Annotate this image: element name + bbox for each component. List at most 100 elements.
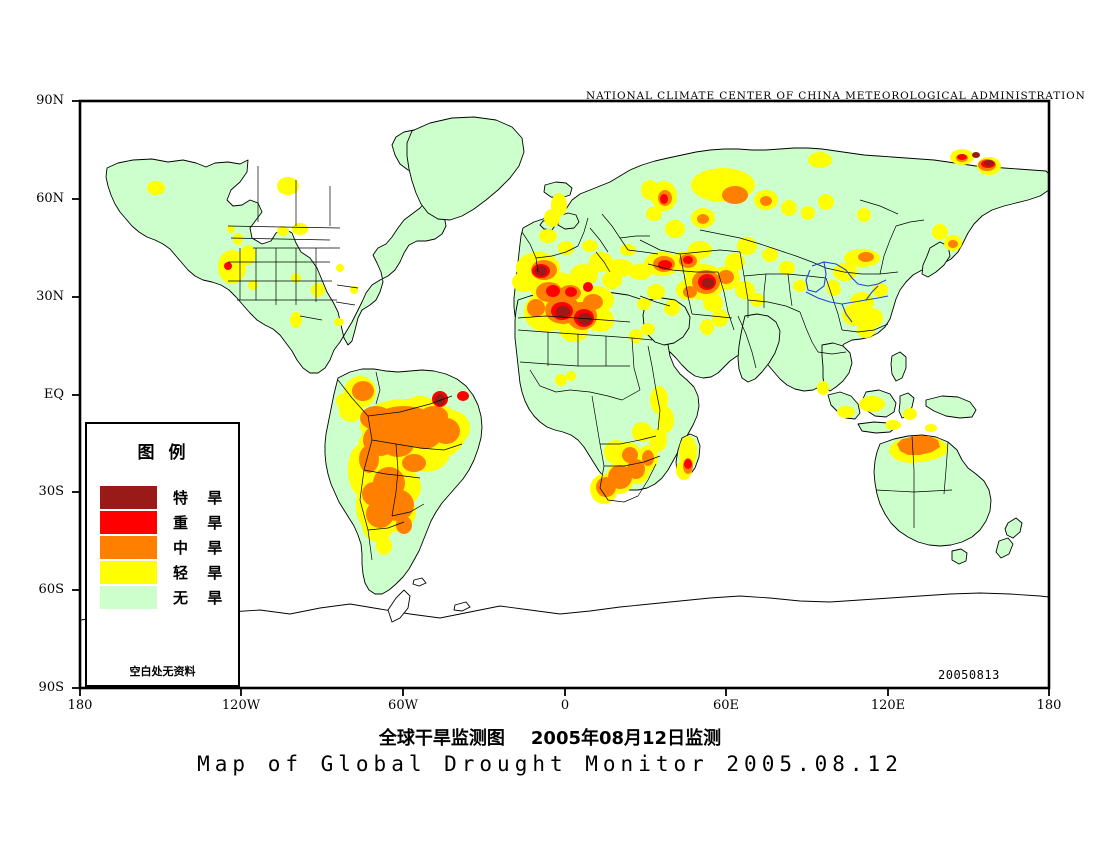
border-line [647,263,718,273]
border-line [529,369,571,393]
legend-swatch-extreme [100,486,157,509]
credit-line-english: NATIONAL CLIMATE CENTER OF CHINA METEORO… [586,90,1086,102]
drought-patch-australia-core [897,436,940,455]
border-line [737,315,757,369]
drought-patch [664,300,680,316]
river-yellow-river-loop [805,261,827,293]
country-borders-layer [227,166,953,561]
x-tick-label-120e: 120E [870,698,906,713]
drought-patch [556,306,570,318]
drought-patch [336,393,352,409]
y-tick-label-eq: EQ [43,387,64,402]
drought-patch [793,280,807,292]
legend-item-severe: 重 旱 [100,510,238,535]
drought-patch [857,208,871,222]
border-line [521,231,539,273]
legend-label-severe: 重 旱 [173,514,230,532]
border-line [599,465,639,503]
drought-patch [650,386,668,414]
southern-islands-layer [387,577,471,623]
drought-patch [972,152,980,158]
legend-label-moderate: 中 旱 [173,539,230,557]
border-line [627,249,659,255]
drought-patch [366,500,394,528]
legend-swatch-none [100,586,157,609]
drought-patch [658,407,674,433]
drought-patch [566,371,576,381]
drought-patch [535,266,547,276]
drought-patch [402,454,426,472]
border-line [875,489,953,493]
legend-label-extreme: 特 旱 [173,489,230,507]
drought-patch [957,154,967,160]
drought-patch [360,406,392,430]
drought-patch [684,459,692,469]
drought-patch [817,381,829,395]
drought-patch [606,259,634,277]
border-line [335,301,356,306]
title-chinese-main: 全球干旱监测图 [378,728,505,749]
map-content-layer [80,116,1049,688]
land-antarctica [80,592,1049,688]
legend-items: 特 旱 重 旱 中 旱 轻 旱 无 旱 [87,485,238,610]
border-line [569,389,623,401]
border-line [699,229,827,269]
drought-patch [647,284,665,300]
x-tick-label-60w: 60W [388,698,418,713]
drought-patch [629,329,643,343]
drought-patch [718,270,734,284]
river-tributary-2 [865,285,879,301]
page-title-english: Map of Global Drought Monitor 2005.08.12 [197,752,903,776]
drought-patch [512,272,536,292]
border-line [601,213,629,251]
border-line [717,271,735,331]
antarctica-layer [80,592,1049,688]
border-line [859,199,899,215]
drought-patch [457,391,469,401]
drought-patch [578,313,592,325]
legend-swatch-moderate [100,536,157,559]
border-line [739,251,749,318]
border-line [391,443,399,517]
land-new-zealand [1004,517,1023,539]
drought-patch [837,406,855,418]
drought-patch [565,287,577,297]
legend-swatch-severe [100,511,157,534]
drought-patch [932,224,948,240]
drought-patch [722,186,748,204]
border-line [589,227,609,253]
drought-patch [311,283,325,297]
x-tick-label-60e: 60E [712,698,740,713]
drought-patch [224,262,232,270]
drought-patch [362,482,386,506]
border-line [639,239,741,255]
land-indochina [821,342,853,392]
drought-patch [859,396,885,412]
river-tributary [841,303,853,323]
drought-patch [583,282,593,292]
border-line [825,277,843,331]
border-line [391,503,425,517]
legend-item-extreme: 特 旱 [100,485,238,510]
legend-title: 图例 [137,443,200,463]
land-iceland [543,181,573,199]
river-layer [805,261,889,323]
drought-patch [872,283,888,297]
y-tick-label-60n: 60N [36,191,64,206]
border-line [841,323,889,333]
drought-patch [700,319,714,335]
drought-patch [781,200,797,216]
y-tick-label-90s: 90S [38,680,64,695]
land-falklands [412,577,427,587]
border-line [895,219,925,227]
drought-extreme-layer [435,152,994,406]
border-line [679,253,693,315]
border-line [517,329,653,341]
drought-patch [725,253,745,271]
drought-patch [679,436,697,468]
land-australia [873,434,992,547]
drought-patch [277,177,299,195]
drought-patch [359,445,379,473]
drought-patch [646,207,662,221]
drought-patch [857,322,875,338]
